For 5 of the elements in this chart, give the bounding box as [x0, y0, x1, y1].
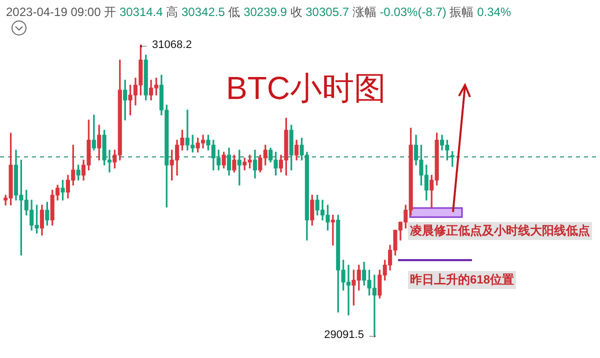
text: BTC小时图 — [226, 70, 386, 106]
text: 2023-04-19 09:00 开 30314.4 高 30342.5 低 30239.9 收 30305.7 涨幅 -0.03%(-8.7) 振幅 0.34% — [6, 5, 512, 19]
annotation: 昨日上升的618位置 — [410, 272, 514, 286]
annotation: 凌晨修正低点及小时线大阳线低点 — [410, 223, 590, 238]
annotation: 29091.5 → — [324, 329, 378, 342]
